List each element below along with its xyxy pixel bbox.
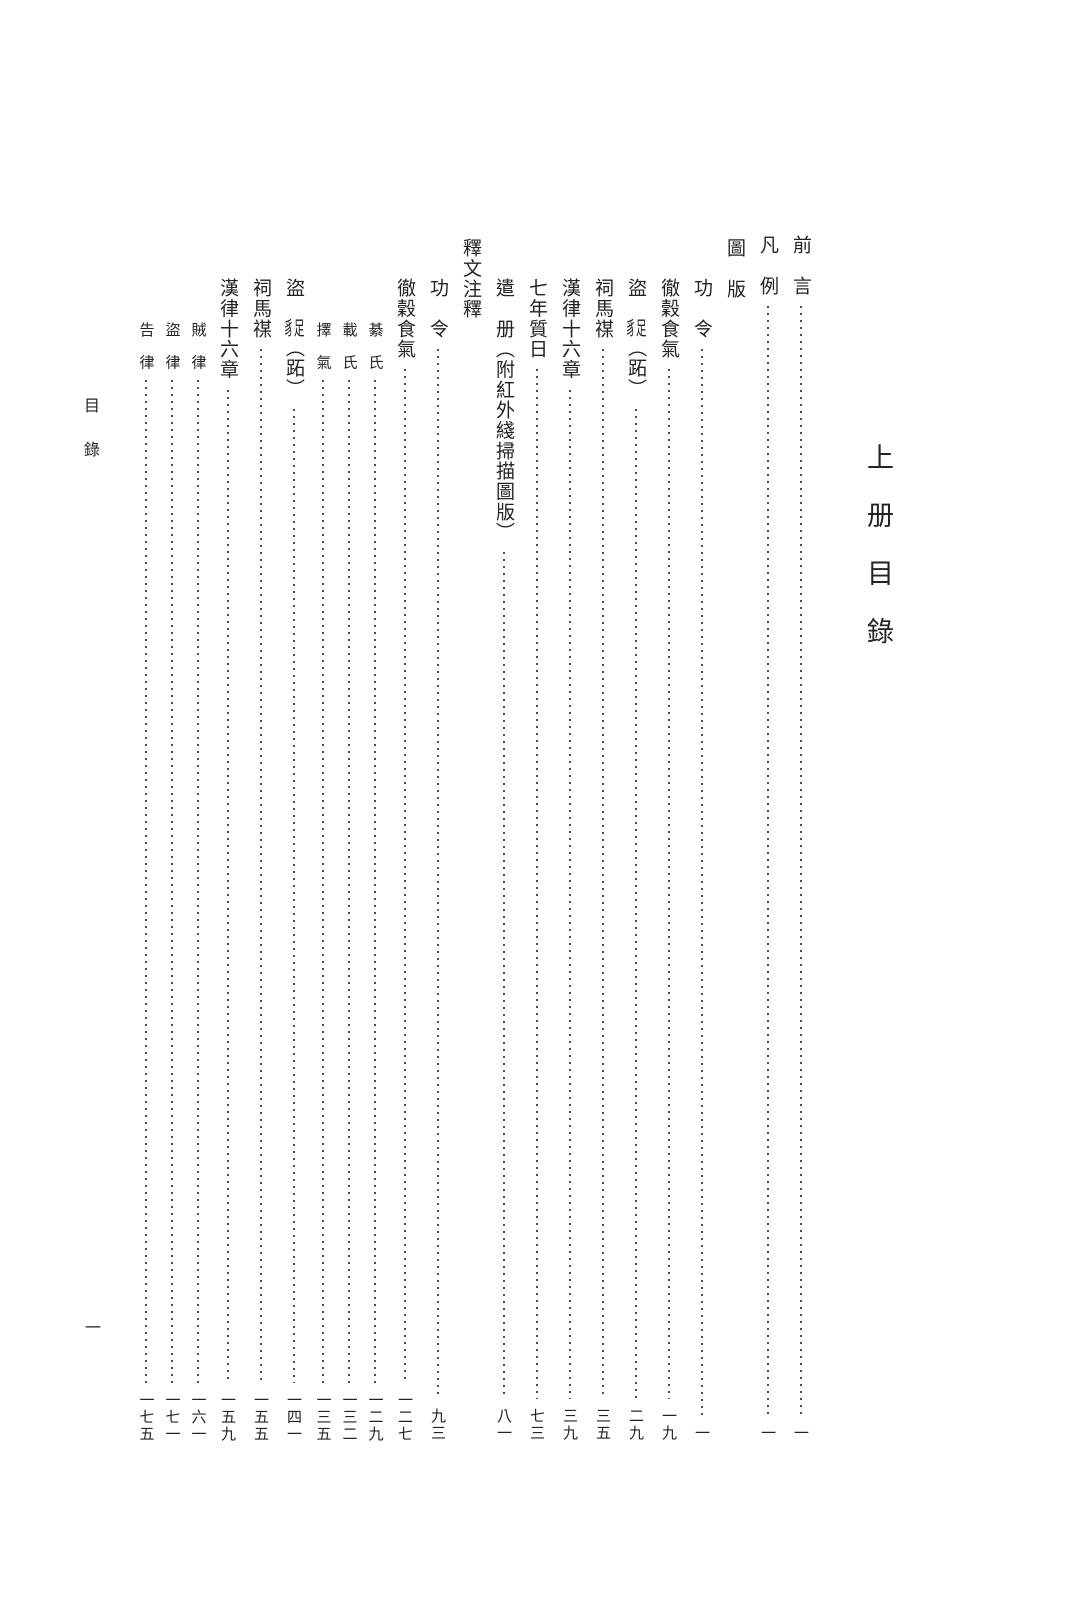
entry-page-number: 一七五 — [137, 1391, 156, 1442]
entry-title: 釋文注釋 — [460, 238, 482, 320]
entry-title: 功 令 — [691, 278, 713, 339]
entry-title: 凡 例 — [757, 235, 779, 296]
dotted-leader — [171, 380, 173, 1383]
toc-entry: 盜 豸足（跖） 一四一 — [277, 232, 310, 1442]
entry-page-number: 八一 — [495, 1408, 513, 1442]
dotted-leader — [292, 408, 295, 1383]
entry-title: 祠馬禖 — [592, 278, 614, 339]
toc-entry: 功 令 九三 — [421, 232, 454, 1442]
volume-title: 上册目錄 — [862, 443, 893, 676]
dotted-leader — [145, 380, 147, 1383]
entry-page-number: 一五五 — [252, 1391, 270, 1442]
entry-page-number: 一四一 — [285, 1391, 303, 1442]
composed-char-zhi: 豸足 — [625, 318, 647, 338]
entry-title: 功 令 — [427, 278, 449, 339]
entry-page-number: 一 — [693, 1425, 711, 1442]
entry-page-number: 一九 — [660, 1408, 678, 1442]
entry-page-number: 九三 — [429, 1408, 447, 1442]
dotted-leader — [601, 349, 604, 1400]
entry-page-number: 一七一 — [163, 1391, 182, 1442]
folio-number: 一 — [85, 1318, 102, 1337]
toc-entry: 前 言 一 — [784, 232, 817, 1442]
entry-page-number: 一三五 — [314, 1391, 333, 1442]
dotted-leader — [634, 408, 637, 1400]
composed-char-zhi: 豸足 — [283, 318, 305, 338]
toc-entry: 祠馬禖 一五五 — [244, 232, 277, 1442]
toc-section-heading: 釋文注釋 — [454, 232, 487, 1442]
entry-page-number: 一五九 — [219, 1391, 237, 1442]
toc-entry: 漢律十六章 一五九 — [211, 232, 244, 1442]
entry-page-number: 一二七 — [396, 1391, 414, 1442]
toc-entry: 凡 例 一 — [751, 232, 784, 1442]
dotted-leader — [348, 380, 350, 1383]
toc-entry: 盜 律 一七一 — [159, 232, 185, 1442]
toc-entry: 綦 氏 一二九 — [362, 232, 388, 1442]
toc-section-heading: 圖 版 — [718, 232, 751, 1442]
entry-title: 綦 氏 — [366, 322, 385, 371]
dotted-leader — [568, 389, 571, 1400]
toc-entry: 漢律十六章 三九 — [553, 232, 586, 1442]
entry-page-number: 七三 — [528, 1408, 546, 1442]
dotted-leader — [502, 552, 505, 1400]
entry-title: 載 氏 — [340, 322, 359, 371]
entry-page-number: 一二九 — [366, 1391, 385, 1442]
dotted-leader — [799, 306, 802, 1417]
toc-entry: 七年質日 七三 — [520, 232, 553, 1442]
toc-entry: 遣 册（附紅外綫掃描圖版） 八一 — [487, 232, 520, 1442]
entry-title: 遣 册（附紅外綫掃描圖版） — [493, 278, 515, 543]
dotted-leader — [766, 306, 769, 1417]
dotted-leader — [436, 349, 439, 1400]
toc-entry: 祠馬禖 三五 — [586, 232, 619, 1442]
dotted-leader — [226, 389, 229, 1383]
entry-page-number: 一 — [792, 1425, 810, 1442]
entry-page-number: 一六一 — [189, 1391, 208, 1442]
entry-page-number: 二九 — [627, 1408, 645, 1442]
entry-title: 前 言 — [790, 235, 812, 296]
entry-title: 盜 律 — [163, 322, 182, 371]
toc-entry: 徹穀食氣 一九 — [652, 232, 685, 1442]
toc: 前 言 一 凡 例 一 圖 版 功 令 一 徹穀食氣 一九 盜 豸足（跖） 二九… — [133, 232, 817, 1442]
toc-entry: 賊 律 一六一 — [185, 232, 211, 1442]
toc-entry: 盜 豸足（跖） 二九 — [619, 232, 652, 1442]
dotted-leader — [403, 369, 406, 1383]
entry-page-number: 一 — [759, 1425, 777, 1442]
dotted-leader — [322, 380, 324, 1383]
entry-title: 盜 豸足（跖） — [625, 278, 647, 399]
entry-page-number: 三五 — [594, 1408, 612, 1442]
entry-title: 徹穀食氣 — [658, 278, 680, 360]
margin-label: 目錄 — [81, 397, 100, 485]
entry-title: 盜 豸足（跖） — [283, 278, 305, 399]
entry-title: 擇 氣 — [314, 322, 333, 371]
dotted-leader — [259, 349, 262, 1383]
entry-title: 圖 版 — [724, 238, 746, 299]
toc-entry: 徹穀食氣 一二七 — [388, 232, 421, 1442]
dotted-leader — [700, 349, 703, 1417]
entry-title: 漢律十六章 — [217, 278, 239, 380]
entry-title: 賊 律 — [189, 322, 208, 371]
entry-page-number: 一三二 — [340, 1391, 359, 1442]
entry-page-number: 三九 — [561, 1408, 579, 1442]
dotted-leader — [197, 380, 199, 1383]
entry-title: 告 律 — [137, 322, 156, 371]
entry-title: 祠馬禖 — [250, 278, 272, 339]
entry-title: 漢律十六章 — [559, 278, 581, 380]
toc-entry: 告 律 一七五 — [133, 232, 159, 1442]
toc-entry: 載 氏 一三二 — [336, 232, 362, 1442]
dotted-leader — [667, 369, 670, 1400]
dotted-leader — [535, 369, 538, 1400]
entry-title: 七年質日 — [526, 278, 548, 360]
toc-entry: 功 令 一 — [685, 232, 718, 1442]
dotted-leader — [374, 380, 376, 1383]
entry-title: 徹穀食氣 — [394, 278, 416, 360]
toc-entry: 擇 氣 一三五 — [310, 232, 336, 1442]
